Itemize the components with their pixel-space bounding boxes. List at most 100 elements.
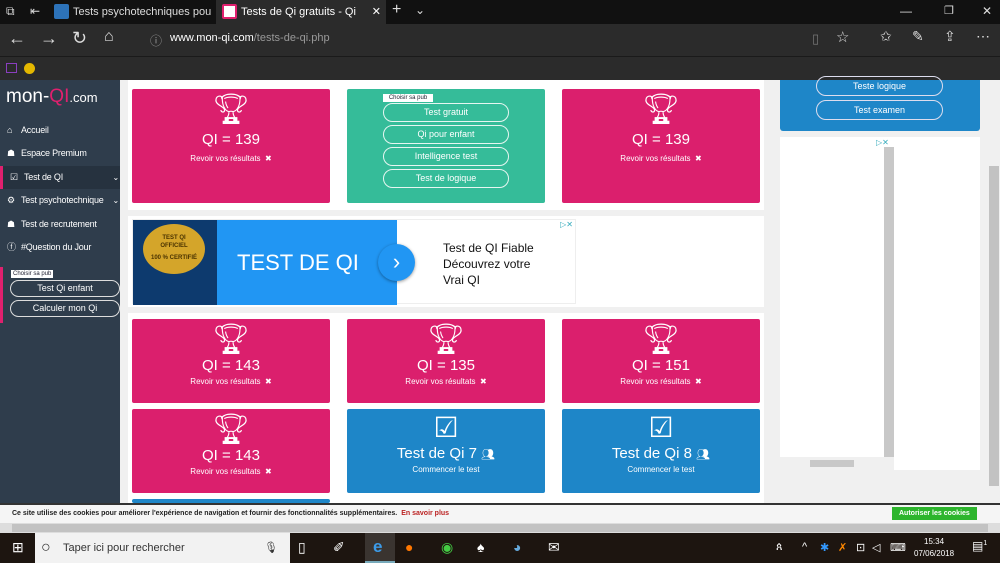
clock[interactable]: 15:34 07/06/2018 xyxy=(914,537,955,558)
scrollbar-thumb[interactable] xyxy=(989,166,999,486)
refresh-icon[interactable]: ↻ xyxy=(72,28,88,48)
links-box: Teste logique Test examen xyxy=(780,76,980,131)
result-card[interactable]: 🏆︎ QI = 143 Revoir vos résultats ✖ xyxy=(132,319,330,403)
info-icon: ⓘ xyxy=(150,34,163,48)
users-icon: 👥︎ xyxy=(481,449,496,461)
taskbar: ⊞ ○ Taper ici pour rechercher 🎙︎ ▯ ✐ e ● ◉… xyxy=(0,533,1000,563)
chrome-icon[interactable]: ◉ xyxy=(441,539,454,555)
ad-scrollbar[interactable] xyxy=(884,147,894,470)
video-bookmark-icon[interactable] xyxy=(6,63,17,73)
thunderbird-icon[interactable]: ◕ xyxy=(513,539,522,555)
set-aside-tabs-icon[interactable]: ⇤ xyxy=(30,4,41,18)
share-icon[interactable]: ⇪ xyxy=(944,28,956,44)
review-results-link[interactable]: Revoir vos résultats ✖ xyxy=(190,154,272,163)
site-logo[interactable]: mon-QI.com xyxy=(6,86,98,107)
trophy-icon: 🏆︎ xyxy=(211,413,251,446)
sidebar-item-question-du-jour[interactable]: ⓕ #Question du Jour xyxy=(0,236,120,259)
accept-cookies-button[interactable]: Autoriser les cookies xyxy=(892,507,977,520)
sidebar-item-test-psychotechnique[interactable]: ⚙ Test psychotechnique ⌄ xyxy=(0,189,120,212)
minimize-icon[interactable]: — xyxy=(900,4,912,18)
banner-text: Test de QI Fiable Découvrez votre Vrai QI xyxy=(443,241,534,287)
chevron-up-icon[interactable]: ^ xyxy=(802,541,808,553)
cortana-icon: ○ xyxy=(41,539,51,556)
mail-icon[interactable]: ✉ xyxy=(548,539,560,555)
test-gratuit-button[interactable]: Test gratuit xyxy=(383,103,509,122)
close-icon: ✖ xyxy=(265,467,272,476)
chevron-down-icon[interactable]: ⌄ xyxy=(415,3,426,17)
intelligence-test-button[interactable]: Intelligence test xyxy=(383,147,509,166)
chevron-right-icon[interactable]: › xyxy=(378,244,415,281)
edge-icon[interactable]: e xyxy=(365,533,395,563)
windows-start-icon[interactable]: ⊞ xyxy=(12,539,24,555)
horizontal-scrollbar[interactable] xyxy=(0,523,1000,533)
result-card[interactable]: 🏆︎ QI = 139 Revoir vos résultats ✖ xyxy=(132,89,330,203)
ad-banner[interactable]: TEST QI OFFICIEL 100 % CERTIFIÉ TEST DE QI… xyxy=(132,219,576,305)
calculer-mon-qi-button[interactable]: Calculer mon Qi xyxy=(10,300,120,317)
sidebar-item-test-de-recrutement[interactable]: ☗ Test de recrutement xyxy=(0,213,120,236)
review-results-link[interactable]: Revoir vos résultats ✖ xyxy=(620,154,702,163)
close-icon: ✖ xyxy=(480,377,487,386)
ad-choice-label[interactable]: Choisir sa pub xyxy=(11,270,54,278)
result-card[interactable]: 🏆︎ QI = 135 Revoir vos résultats ✖ xyxy=(347,319,545,403)
tab-psychotechniques[interactable]: Tests psychotechniques pou xyxy=(48,0,216,24)
paint-icon[interactable]: ✐ xyxy=(333,539,345,555)
pen-icon[interactable]: ✎ xyxy=(912,28,924,44)
ad-hscrollbar[interactable] xyxy=(780,457,884,470)
tab-label: Tests de Qi gratuits - Qi xyxy=(241,6,356,18)
restore-icon[interactable]: ❐ xyxy=(944,5,954,17)
new-tab-icon[interactable]: + xyxy=(392,1,402,18)
test-card[interactable] xyxy=(132,499,330,503)
tab-label: Tests psychotechniques pou xyxy=(73,6,212,18)
notifications-icon[interactable]: ▤1 xyxy=(972,539,988,553)
network-icon[interactable]: ⊡ xyxy=(856,542,866,554)
sidebar-item-test-de-qi[interactable]: ☑ Test de QI ⌄ xyxy=(0,166,120,189)
task-view-icon[interactable]: ▯ xyxy=(298,539,306,555)
result-card[interactable]: 🏆︎ QI = 151 Revoir vos résultats ✖ xyxy=(562,319,760,403)
people-icon[interactable]: ጰ xyxy=(776,541,783,553)
cookie-banner: Ce site utilise des cookies pour amélior… xyxy=(0,503,1000,523)
ad-links-card: Choisir sa pub Test gratuit Qi pour enfa… xyxy=(347,89,545,203)
monqi-favicon-icon xyxy=(222,4,237,19)
trophy-icon: 🏆︎ xyxy=(641,93,681,126)
adchoices-close-icon[interactable]: ▷✕ xyxy=(876,138,889,147)
qi-pour-enfant-button[interactable]: Qi pour enfant xyxy=(383,125,509,144)
review-results-link: Revoir vos résultats ✖ xyxy=(190,467,272,476)
close-window-icon[interactable]: ✕ xyxy=(982,4,993,18)
test-card[interactable]: ☑ Test de Qi 8 👥︎ Commencer le test xyxy=(562,409,760,493)
learn-more-link[interactable]: En savoir plus xyxy=(401,510,450,517)
close-tab-icon[interactable]: ✕ xyxy=(371,6,381,18)
favorite-star-icon[interactable]: ☆ xyxy=(836,29,850,46)
page-scrollbar[interactable] xyxy=(988,80,1000,503)
tab-tests-de-qi[interactable]: Tests de Qi gratuits - Qi ✕ xyxy=(216,0,386,24)
solitaire-icon[interactable]: ♠ xyxy=(477,539,485,555)
url-field[interactable]: www.mon-qi.com/tests-de-qi.php xyxy=(170,32,330,44)
tab-preview-icon[interactable]: ⧉ xyxy=(6,4,15,18)
result-card[interactable]: 🏆︎ QI = 143 Revoir vos résultats ✖ xyxy=(132,409,330,493)
keyboard-icon[interactable]: ⌨ xyxy=(890,542,906,554)
back-icon[interactable]: ← xyxy=(8,28,26,48)
sidebar-item-espace-premium[interactable]: ☗ Espace Premium xyxy=(0,142,120,165)
test-examen-button[interactable]: Test examen xyxy=(816,100,943,120)
more-icon[interactable]: ⋯ xyxy=(976,28,990,44)
test-de-logique-button[interactable]: Test de logique xyxy=(383,169,509,188)
forward-icon[interactable]: → xyxy=(40,28,58,48)
bluetooth-icon[interactable]: ✱ xyxy=(820,542,830,554)
test-card[interactable]: ☑ Test de Qi 7 👥︎ Commencer le test xyxy=(347,409,545,493)
trophy-icon: 🏆︎ xyxy=(641,323,681,356)
adchoices-close-icon[interactable]: ▷✕ xyxy=(560,220,573,229)
search-box[interactable]: ○ Taper ici pour rechercher 🎙︎ xyxy=(35,533,290,563)
sidebar-item-label: #Question du Jour xyxy=(21,242,92,252)
test-qi-enfant-button[interactable]: Test Qi enfant xyxy=(10,280,120,297)
favorites-hub-icon[interactable]: ✩ xyxy=(880,28,892,44)
home-icon[interactable]: ⌂ xyxy=(104,28,114,45)
result-card[interactable]: 🏆︎ QI = 139 Revoir vos résultats ✖ xyxy=(562,89,760,203)
firefox-icon[interactable]: ● xyxy=(405,539,414,555)
review-results-link: Revoir vos résultats ✖ xyxy=(405,377,487,386)
reading-view-icon[interactable]: ▯ xyxy=(812,31,820,46)
volume-icon[interactable]: ◁ xyxy=(872,542,881,554)
bookmark-icon[interactable] xyxy=(24,63,35,74)
sidebar-item-accueil[interactable]: ⌂ Accueil xyxy=(0,119,120,142)
ad-choice-label[interactable]: Choisir sa pub xyxy=(383,94,433,102)
app-tray-icon[interactable]: ✗ xyxy=(838,542,848,554)
teste-logique-button[interactable]: Teste logique xyxy=(816,76,943,96)
